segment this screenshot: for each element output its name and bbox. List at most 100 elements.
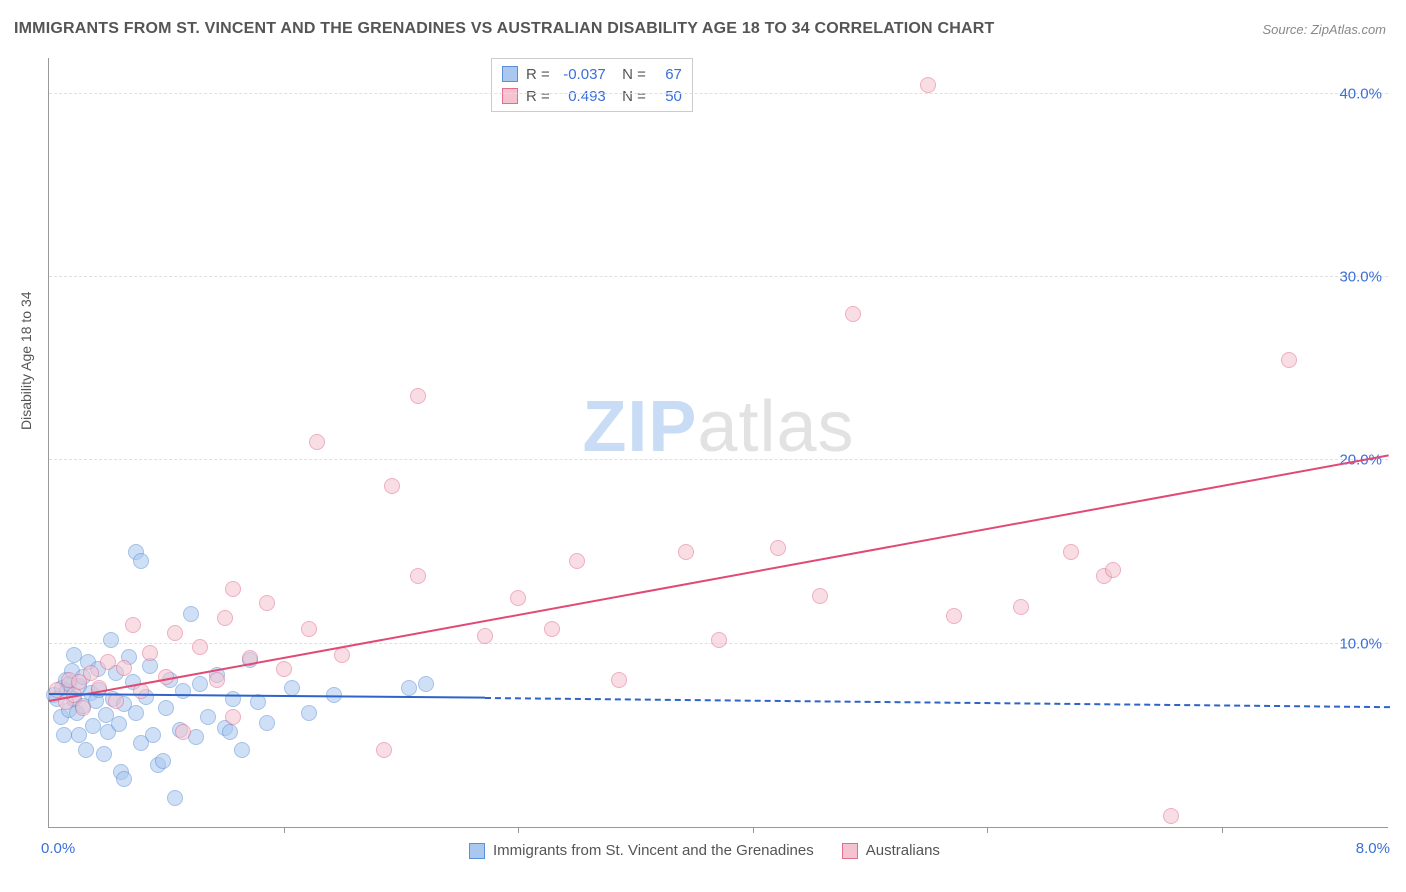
point-series1 bbox=[158, 700, 174, 716]
point-series2 bbox=[175, 724, 191, 740]
point-series1 bbox=[167, 790, 183, 806]
legend-row-series1: R = -0.037 N = 67 bbox=[502, 63, 682, 85]
point-series1 bbox=[259, 715, 275, 731]
point-series2 bbox=[770, 540, 786, 556]
point-series1 bbox=[145, 727, 161, 743]
point-series2 bbox=[259, 595, 275, 611]
point-series1 bbox=[418, 676, 434, 692]
gridline bbox=[49, 93, 1388, 94]
x-tick-mark bbox=[753, 827, 754, 833]
point-series2 bbox=[410, 388, 426, 404]
point-series2 bbox=[1105, 562, 1121, 578]
regression-line-svg-extrapolated bbox=[484, 697, 1389, 708]
y-tick-label: 40.0% bbox=[1339, 85, 1382, 102]
x-tick-mark bbox=[987, 827, 988, 833]
point-series2 bbox=[167, 625, 183, 641]
legend-n-value-2: 50 bbox=[654, 88, 682, 105]
watermark-atlas: atlas bbox=[697, 387, 854, 467]
swatch-series1 bbox=[469, 843, 485, 859]
legend-item-2: Australians bbox=[842, 842, 940, 859]
point-series2 bbox=[1163, 808, 1179, 824]
regression-line-australians bbox=[49, 455, 1389, 703]
legend-series: Immigrants from St. Vincent and the Gren… bbox=[469, 842, 940, 859]
point-series2 bbox=[309, 434, 325, 450]
correlation-chart: IMMIGRANTS FROM ST. VINCENT AND THE GREN… bbox=[0, 0, 1406, 892]
point-series2 bbox=[1013, 599, 1029, 615]
point-series2 bbox=[116, 660, 132, 676]
swatch-series1 bbox=[502, 66, 518, 82]
point-series2 bbox=[1063, 544, 1079, 560]
legend-n-label: N = bbox=[614, 88, 646, 105]
plot-area: ZIPatlas R = -0.037 N = 67 R = 0.493 N =… bbox=[48, 58, 1388, 828]
legend-r-label: R = bbox=[526, 66, 550, 83]
point-series2 bbox=[225, 581, 241, 597]
point-series2 bbox=[301, 621, 317, 637]
x-tick-mark bbox=[284, 827, 285, 833]
point-series2 bbox=[384, 478, 400, 494]
point-series1 bbox=[78, 742, 94, 758]
point-series2 bbox=[100, 654, 116, 670]
legend-r-value-1: -0.037 bbox=[558, 66, 606, 83]
point-series1 bbox=[222, 724, 238, 740]
source-label: Source: ZipAtlas.com bbox=[1262, 22, 1386, 37]
point-series2 bbox=[83, 665, 99, 681]
point-series1 bbox=[116, 771, 132, 787]
watermark-zip: ZIP bbox=[582, 387, 697, 467]
legend-row-series2: R = 0.493 N = 50 bbox=[502, 85, 682, 107]
point-series2 bbox=[812, 588, 828, 604]
swatch-series2 bbox=[502, 88, 518, 104]
point-series1 bbox=[96, 746, 112, 762]
point-series2 bbox=[125, 617, 141, 633]
legend-n-label: N = bbox=[614, 66, 646, 83]
legend-label-1: Immigrants from St. Vincent and the Gren… bbox=[493, 842, 814, 859]
point-series2 bbox=[410, 568, 426, 584]
gridline bbox=[49, 459, 1388, 460]
point-series2 bbox=[569, 553, 585, 569]
point-series2 bbox=[217, 610, 233, 626]
point-series1 bbox=[301, 705, 317, 721]
point-series2 bbox=[209, 672, 225, 688]
point-series2 bbox=[225, 709, 241, 725]
point-series2 bbox=[75, 700, 91, 716]
chart-title: IMMIGRANTS FROM ST. VINCENT AND THE GREN… bbox=[14, 20, 994, 38]
legend-n-value-1: 67 bbox=[654, 66, 682, 83]
point-series2 bbox=[1281, 352, 1297, 368]
point-series2 bbox=[611, 672, 627, 688]
y-tick-label: 10.0% bbox=[1339, 635, 1382, 652]
x-axis-left-label: 0.0% bbox=[41, 840, 75, 857]
point-series1 bbox=[133, 553, 149, 569]
legend-stats: R = -0.037 N = 67 R = 0.493 N = 50 bbox=[491, 58, 693, 112]
x-axis-right-label: 8.0% bbox=[1356, 840, 1390, 857]
y-tick-label: 30.0% bbox=[1339, 269, 1382, 286]
point-series1 bbox=[103, 632, 119, 648]
point-series2 bbox=[711, 632, 727, 648]
y-axis-label: Disability Age 18 to 34 bbox=[18, 291, 34, 430]
point-series2 bbox=[142, 645, 158, 661]
point-series1 bbox=[284, 680, 300, 696]
point-series2 bbox=[376, 742, 392, 758]
point-series1 bbox=[200, 709, 216, 725]
point-series2 bbox=[276, 661, 292, 677]
point-series1 bbox=[183, 606, 199, 622]
point-series2 bbox=[192, 639, 208, 655]
point-series2 bbox=[845, 306, 861, 322]
point-series1 bbox=[234, 742, 250, 758]
point-series1 bbox=[85, 718, 101, 734]
watermark: ZIPatlas bbox=[582, 386, 854, 468]
point-series2 bbox=[544, 621, 560, 637]
legend-r-label: R = bbox=[526, 88, 550, 105]
point-series1 bbox=[56, 727, 72, 743]
point-series1 bbox=[192, 676, 208, 692]
point-series1 bbox=[111, 716, 127, 732]
point-series1 bbox=[128, 705, 144, 721]
point-series2 bbox=[678, 544, 694, 560]
swatch-series2 bbox=[842, 843, 858, 859]
legend-r-value-2: 0.493 bbox=[558, 88, 606, 105]
point-series2 bbox=[477, 628, 493, 644]
point-series2 bbox=[946, 608, 962, 624]
legend-item-1: Immigrants from St. Vincent and the Gren… bbox=[469, 842, 814, 859]
x-tick-mark bbox=[518, 827, 519, 833]
point-series1 bbox=[175, 683, 191, 699]
legend-label-2: Australians bbox=[866, 842, 940, 859]
point-series1 bbox=[225, 691, 241, 707]
